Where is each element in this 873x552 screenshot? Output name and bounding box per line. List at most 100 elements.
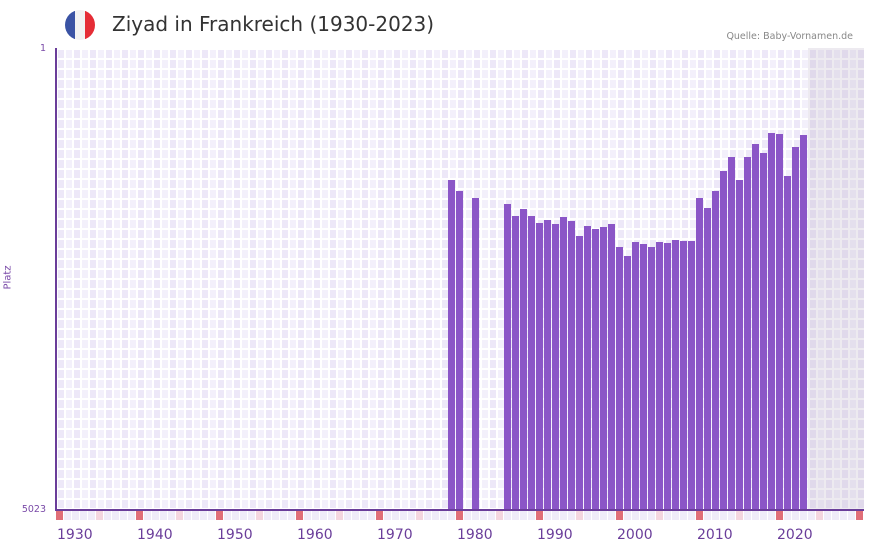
year-marker	[144, 511, 151, 520]
bar-2005[interactable]	[656, 242, 663, 510]
x-tick-label: 1980	[457, 527, 493, 543]
year-marker	[552, 511, 559, 520]
bar-1998[interactable]	[600, 227, 607, 510]
bar-2002[interactable]	[632, 242, 639, 510]
bar-2009[interactable]	[688, 241, 695, 510]
year-marker	[656, 511, 663, 520]
year-marker	[744, 511, 751, 520]
x-tick-label: 1970	[377, 527, 413, 543]
y-axis-label: Platz	[2, 265, 14, 290]
flag-stripe-blue	[65, 10, 75, 40]
bar-2013[interactable]	[720, 171, 727, 510]
year-marker	[416, 511, 423, 520]
bar-2001[interactable]	[624, 256, 631, 510]
bar-2007[interactable]	[672, 240, 679, 510]
year-marker	[264, 511, 271, 520]
bar-2019[interactable]	[768, 133, 775, 510]
bar-2017[interactable]	[752, 144, 759, 510]
x-tick-label: 1940	[137, 527, 173, 543]
year-marker	[480, 511, 487, 520]
year-marker	[680, 511, 687, 520]
year-marker	[312, 511, 319, 520]
bar-1993[interactable]	[560, 217, 567, 510]
bar-2015[interactable]	[736, 180, 743, 510]
year-marker	[560, 511, 567, 520]
bar-2004[interactable]	[648, 247, 655, 510]
decade-marker	[856, 511, 863, 520]
year-marker	[208, 511, 215, 520]
bar-1997[interactable]	[592, 229, 599, 510]
bar-2021[interactable]	[784, 176, 791, 510]
x-tick-label: 2000	[617, 527, 653, 543]
bar-1982[interactable]	[472, 198, 479, 510]
year-marker	[400, 511, 407, 520]
bar-1990[interactable]	[536, 223, 543, 510]
year-marker	[760, 511, 767, 520]
bar-2014[interactable]	[728, 157, 735, 510]
year-marker	[816, 511, 823, 520]
year-marker	[784, 511, 791, 520]
bar-1992[interactable]	[552, 224, 559, 510]
bar-2018[interactable]	[760, 153, 767, 510]
year-marker	[72, 511, 79, 520]
year-marker	[472, 511, 479, 520]
year-marker	[840, 511, 847, 520]
bar-1988[interactable]	[520, 209, 527, 510]
y-axis-line	[55, 48, 57, 511]
bar-2016[interactable]	[744, 157, 751, 510]
year-marker	[80, 511, 87, 520]
bar-1999[interactable]	[608, 224, 615, 510]
year-marker-row	[56, 511, 864, 520]
bar-2022[interactable]	[792, 147, 799, 510]
bar-1979[interactable]	[448, 180, 455, 510]
year-marker	[368, 511, 375, 520]
bar-1995[interactable]	[576, 236, 583, 510]
flag-france-icon	[65, 10, 95, 40]
year-marker	[496, 511, 503, 520]
year-marker	[712, 511, 719, 520]
year-marker	[440, 511, 447, 520]
bar-2020[interactable]	[776, 134, 783, 510]
year-marker	[528, 511, 535, 520]
year-marker	[592, 511, 599, 520]
year-marker	[232, 511, 239, 520]
bar-2011[interactable]	[704, 208, 711, 510]
decade-marker	[56, 511, 63, 520]
bar-2008[interactable]	[680, 241, 687, 510]
year-marker	[752, 511, 759, 520]
bar-2000[interactable]	[616, 247, 623, 510]
year-marker	[448, 511, 455, 520]
flag-stripe-white	[75, 10, 85, 40]
bar-1980[interactable]	[456, 191, 463, 510]
year-marker	[520, 511, 527, 520]
decade-marker	[216, 511, 223, 520]
bar-2006[interactable]	[664, 243, 671, 510]
year-marker	[176, 511, 183, 520]
x-tick-label: 2010	[697, 527, 733, 543]
decade-marker	[616, 511, 623, 520]
year-marker	[104, 511, 111, 520]
bar-1989[interactable]	[528, 216, 535, 510]
year-marker	[832, 511, 839, 520]
bar-1986[interactable]	[504, 204, 511, 510]
year-marker	[624, 511, 631, 520]
x-axis-line	[55, 509, 864, 511]
bar-2003[interactable]	[640, 244, 647, 510]
year-marker	[576, 511, 583, 520]
bar-1991[interactable]	[544, 220, 551, 510]
year-marker	[224, 511, 231, 520]
bar-2010[interactable]	[696, 198, 703, 510]
bar-1987[interactable]	[512, 216, 519, 510]
year-marker	[824, 511, 831, 520]
bar-2023[interactable]	[800, 135, 807, 510]
year-marker	[128, 511, 135, 520]
decade-marker	[776, 511, 783, 520]
bar-2012[interactable]	[712, 191, 719, 510]
year-marker	[488, 511, 495, 520]
year-marker	[288, 511, 295, 520]
year-marker	[256, 511, 263, 520]
year-marker	[360, 511, 367, 520]
bar-1994[interactable]	[568, 221, 575, 510]
year-marker	[160, 511, 167, 520]
bar-1996[interactable]	[584, 226, 591, 510]
